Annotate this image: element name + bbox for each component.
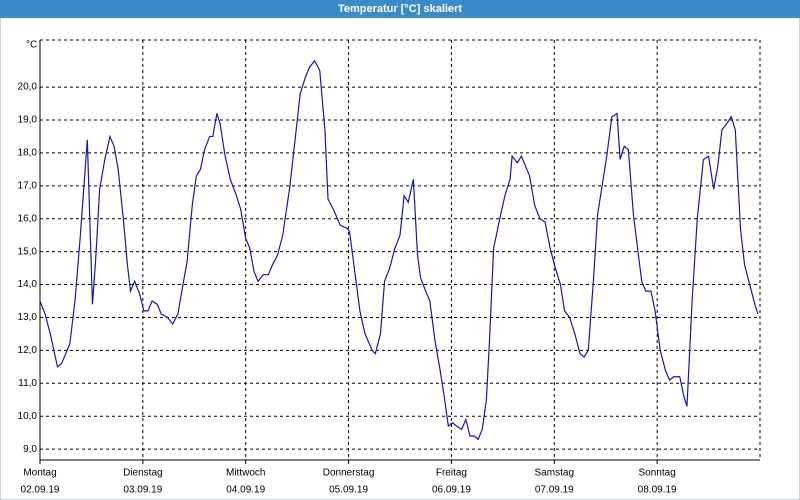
chart-title: Temperatur [°C] skaliert — [338, 3, 462, 15]
y-tick-label: 14,0 — [18, 279, 38, 290]
x-tick-date: 08.09.19 — [638, 485, 677, 496]
y-tick-label: 11,0 — [18, 378, 37, 389]
y-tick-label: 12,0 — [18, 345, 38, 356]
y-tick-label: 18,0 — [18, 148, 38, 159]
y-tick-label: 9,0 — [23, 444, 37, 455]
x-tick-label: Donnerstag — [323, 468, 375, 479]
x-tick-date: 06.09.19 — [432, 485, 471, 496]
x-tick-label: Sonntag — [639, 468, 676, 479]
x-tick-date: 04.09.19 — [226, 485, 265, 496]
x-tick-date: 02.09.19 — [21, 485, 60, 496]
y-tick-label: 20,0 — [18, 82, 38, 93]
x-tick-label: Dienstag — [123, 468, 162, 479]
x-tick-label: Montag — [23, 468, 56, 479]
temperature-line — [39, 59, 759, 441]
y-tick-label: 13,0 — [18, 312, 38, 323]
x-tick-date: 05.09.19 — [329, 485, 368, 496]
x-tick-label: Mittwoch — [226, 468, 265, 479]
y-tick-label: 17,0 — [18, 180, 38, 191]
y-tick-label: 10,0 — [18, 411, 38, 422]
y-unit: °C — [26, 40, 37, 51]
y-tick-label: 15,0 — [18, 246, 38, 257]
x-tick-label: Samstag — [535, 468, 574, 479]
x-tick-date: 07.09.19 — [535, 485, 574, 496]
x-tick-label: Freitag — [436, 468, 467, 479]
title-bar — [0, 0, 800, 18]
x-tick-date: 03.09.19 — [123, 485, 162, 496]
y-tick-label: 16,0 — [18, 213, 38, 224]
y-tick-label: 19,0 — [18, 115, 38, 126]
